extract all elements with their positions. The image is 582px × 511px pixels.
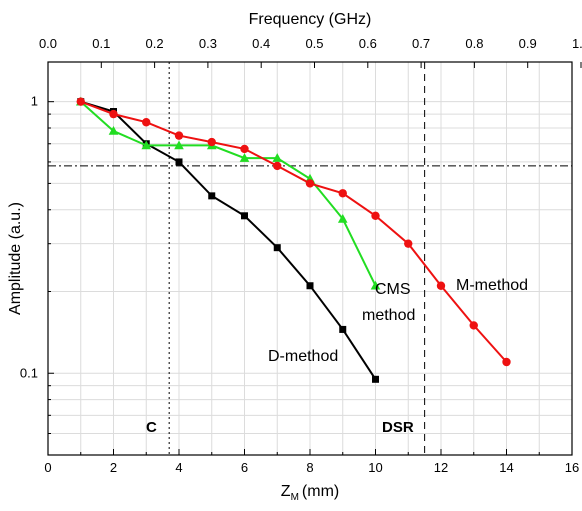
top-axis-tick-label: 1.0 bbox=[572, 36, 582, 51]
x-tick-label: 2 bbox=[110, 460, 117, 475]
data-point bbox=[239, 153, 250, 162]
y-tick-label: 0.1 bbox=[20, 365, 38, 380]
data-point bbox=[273, 161, 282, 171]
data-point bbox=[305, 179, 315, 188]
data-point bbox=[175, 158, 183, 166]
x-tick-label: 10 bbox=[368, 460, 382, 475]
top-axis-tick-label: 0.0 bbox=[39, 36, 57, 51]
top-axis-tick-label: 0.7 bbox=[412, 36, 430, 51]
data-point bbox=[502, 357, 511, 367]
data-point bbox=[273, 244, 281, 252]
x-tick-label: 4 bbox=[175, 460, 182, 475]
x-tick-label: 0 bbox=[44, 460, 51, 475]
x-tick-label: 14 bbox=[499, 460, 513, 475]
x-axis-title: ZM (mm) bbox=[281, 483, 339, 503]
x-tick-label: 12 bbox=[434, 460, 448, 475]
data-point bbox=[241, 212, 248, 220]
top-axis-tick-label: 0.2 bbox=[146, 36, 164, 51]
c-marker-label: C bbox=[146, 419, 157, 436]
dsr-marker-label: DSR bbox=[382, 419, 414, 436]
top-axis-tick-label: 0.6 bbox=[359, 36, 377, 51]
x-tick-label: 6 bbox=[241, 460, 248, 475]
data-point bbox=[306, 282, 314, 290]
data-point bbox=[337, 213, 348, 223]
top-axis-tick-label: 0.8 bbox=[465, 36, 483, 51]
data-point bbox=[404, 239, 413, 248]
data-point bbox=[469, 321, 478, 330]
data-point bbox=[338, 189, 347, 198]
x-axis-title-subscript: M bbox=[291, 492, 299, 503]
data-point bbox=[174, 140, 184, 150]
grid bbox=[48, 62, 572, 455]
y-tick-label: 1 bbox=[31, 94, 38, 109]
m-method-label: M-method bbox=[456, 277, 528, 294]
data-point bbox=[208, 192, 216, 200]
x-axis-title-main: Z bbox=[281, 483, 291, 500]
top-axis-tick-label: 0.5 bbox=[305, 36, 323, 51]
top-axis-tick-label: 0.4 bbox=[252, 36, 270, 51]
data-point bbox=[141, 140, 152, 150]
data-point bbox=[436, 281, 446, 290]
data-point bbox=[370, 280, 381, 290]
cms-method-label-line1: CMS bbox=[375, 281, 411, 298]
d-method-label: D-method bbox=[268, 348, 338, 365]
reference-lines bbox=[48, 62, 572, 455]
data-point bbox=[174, 131, 184, 140]
data-point bbox=[142, 118, 151, 127]
series-line bbox=[80, 100, 508, 363]
series-d-method bbox=[77, 98, 379, 383]
x-axis-title-unit: (mm) bbox=[302, 483, 339, 500]
data-point bbox=[371, 211, 380, 221]
data-point bbox=[372, 375, 379, 383]
top-axis-tick-label: 0.1 bbox=[92, 36, 110, 51]
data-point bbox=[272, 153, 283, 162]
data-point bbox=[240, 144, 249, 154]
x-tick-label: 16 bbox=[565, 460, 579, 475]
data-point bbox=[109, 109, 118, 119]
series-line bbox=[80, 100, 377, 380]
data-point bbox=[76, 97, 85, 106]
data-point bbox=[339, 325, 347, 333]
top-axis-tick-label: 0.3 bbox=[199, 36, 217, 51]
series-cms-method bbox=[75, 96, 381, 290]
series-line bbox=[80, 100, 377, 287]
data-point bbox=[108, 125, 119, 135]
series-m-method bbox=[76, 97, 511, 367]
x-tick-label: 8 bbox=[306, 460, 313, 475]
axis-ticks: 0 2 4 6 8 10 12 14 16 0.0 0.1 0.2 0.3 0.4 0.5 0.6 0.7 0.8… bbox=[20, 36, 582, 475]
cms-method-label-line2: method bbox=[362, 307, 415, 324]
data-point bbox=[207, 137, 216, 147]
top-axis-tick-label: 0.9 bbox=[519, 36, 537, 51]
series-layer bbox=[75, 96, 511, 383]
top-axis-title: Frequency (GHz) bbox=[249, 11, 372, 28]
y-axis-title: Amplitude (a.u.) bbox=[7, 202, 24, 315]
